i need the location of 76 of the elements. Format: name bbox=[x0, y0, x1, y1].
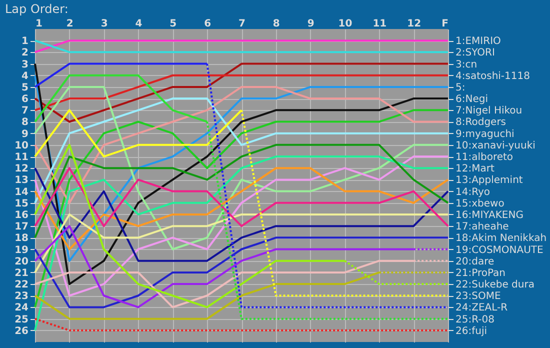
y2-tick-label: 17:aheahe bbox=[456, 222, 509, 233]
y-tick-label: 8 bbox=[22, 117, 29, 128]
y-tick-label: 21 bbox=[14, 268, 29, 279]
y2-tick-label: 1:EMIRIO bbox=[456, 36, 502, 48]
y2-tick-label: 20:dare bbox=[456, 256, 494, 268]
y2-tick-label: 14:Ryo bbox=[456, 186, 490, 198]
y2-tick-label: 18:Akim Nenikkah bbox=[456, 233, 547, 244]
x-tick-label: 12 bbox=[407, 18, 422, 30]
line-series bbox=[34, 144, 449, 239]
y-tick-label: 3 bbox=[22, 59, 29, 70]
y-tick-label: 6 bbox=[22, 94, 29, 106]
chart-title: Lap Order: bbox=[5, 2, 68, 16]
y2-tick-label: 12:Mart bbox=[456, 164, 494, 175]
y-tick-label: 17 bbox=[14, 222, 29, 233]
x-tick-label: 6 bbox=[204, 18, 212, 30]
y-tick-label: 22 bbox=[14, 280, 29, 291]
y2-tick-label: 26:fuji bbox=[456, 326, 488, 337]
x-tick-label: 9 bbox=[307, 18, 314, 30]
y-tick-label: 12 bbox=[14, 164, 29, 175]
x-tick-label: 5 bbox=[170, 18, 177, 30]
line-series bbox=[34, 74, 449, 112]
y2-tick-label: 7:Nigel Hikou bbox=[456, 106, 522, 117]
x-tick-label: 11 bbox=[372, 18, 387, 30]
y2-tick-label: 10:xanavi-yuuki bbox=[456, 140, 536, 152]
x-tick-label: F bbox=[442, 18, 448, 30]
y2-tick-label: 11:alboreto bbox=[456, 152, 514, 164]
y2-tick-label: 5: bbox=[456, 82, 466, 94]
line-series bbox=[34, 62, 449, 286]
line-series bbox=[34, 167, 449, 228]
y-tick-label: 23 bbox=[14, 291, 29, 302]
y-tick-label: 2 bbox=[22, 48, 29, 59]
y-tick-label: 1 bbox=[22, 36, 29, 48]
y2-tick-label: 6:Negi bbox=[456, 94, 488, 106]
y-tick-label: 5 bbox=[22, 82, 29, 94]
y-tick-label: 20 bbox=[14, 256, 29, 268]
y-tick-label: 9 bbox=[22, 128, 29, 140]
y2-tick-label: 9:myaguchi bbox=[456, 128, 514, 140]
y-tick-label: 13 bbox=[14, 175, 29, 186]
y2-tick-label: 21:ProPan bbox=[456, 268, 506, 279]
y2-tick-label: 2:SYORI bbox=[456, 48, 495, 59]
y2-tick-label: 19:COSMONAUTE bbox=[456, 244, 544, 256]
y2-tick-label: 8:Rodgers bbox=[456, 117, 506, 128]
line-series bbox=[34, 156, 449, 332]
y-tick-label: 4 bbox=[22, 70, 29, 82]
y-tick-label: 24 bbox=[14, 302, 29, 314]
y2-tick-label: 4:satoshi-1118 bbox=[456, 70, 530, 82]
y2-tick-label: 3:cn bbox=[456, 59, 478, 70]
line-series bbox=[34, 236, 449, 308]
x-tick-label: 2 bbox=[66, 18, 74, 30]
y-tick-label: 15 bbox=[14, 198, 29, 210]
y-tick-label: 18 bbox=[14, 233, 29, 244]
y-tick-label: 26 bbox=[14, 326, 29, 337]
x-tick-label: 1 bbox=[36, 18, 42, 30]
y2-tick-label: 16:MIYAKENG bbox=[456, 210, 524, 221]
x-tick-label: 4 bbox=[135, 18, 142, 30]
x-tick-label: 8 bbox=[272, 18, 280, 30]
line-series bbox=[34, 62, 449, 123]
line-series bbox=[34, 213, 449, 274]
y-tick-label: 25 bbox=[14, 314, 29, 326]
y-tick-label: 11 bbox=[14, 152, 29, 164]
y2-tick-label: 24:ZEAL-R bbox=[456, 302, 508, 314]
y-tick-label: 7 bbox=[22, 106, 29, 117]
y2-tick-label: 13:Applemint bbox=[456, 175, 523, 186]
y2-tick-label: 23:SOME bbox=[456, 291, 501, 302]
line-series bbox=[34, 156, 449, 297]
y2-tick-label: 25:R-08 bbox=[456, 314, 494, 326]
y-tick-label: 14 bbox=[14, 186, 29, 198]
y2-tick-label: 15:xbewo bbox=[456, 198, 504, 210]
x-tick-label: 3 bbox=[100, 18, 108, 30]
y-tick-label: 10 bbox=[14, 140, 29, 152]
y-tick-label: 16 bbox=[14, 210, 29, 221]
y-tick-label: 19 bbox=[14, 244, 29, 256]
line-series bbox=[34, 109, 449, 308]
x-tick-label: 10 bbox=[338, 18, 352, 30]
y2-tick-label: 22:Sukebe dura bbox=[456, 280, 534, 291]
x-tick-label: 7 bbox=[238, 18, 246, 30]
